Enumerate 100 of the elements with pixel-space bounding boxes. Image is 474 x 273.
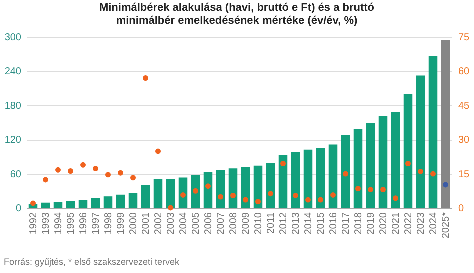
point — [168, 205, 174, 211]
point — [430, 171, 436, 177]
point — [93, 166, 98, 172]
point — [443, 182, 448, 188]
text: Forrás: gyűjtés, * első szakszervezeti tervek — [4, 257, 180, 267]
point — [143, 76, 148, 81]
y-tick-label: 240 — [4, 66, 22, 78]
y-tick-label: 60 — [10, 169, 22, 180]
x-tick-label: 2003 — [166, 212, 177, 235]
bar — [191, 176, 200, 208]
point — [80, 162, 86, 168]
point — [380, 187, 386, 192]
bar — [166, 180, 176, 208]
bar — [316, 148, 326, 208]
x-tick-label: 2007 — [216, 212, 227, 235]
y-tick-label: 0 — [16, 204, 22, 214]
bar — [141, 185, 150, 208]
x-tick-label: 2010 — [253, 212, 264, 235]
x-tick-label: 2008 — [228, 212, 240, 235]
point — [68, 168, 74, 174]
x-tick-label: 1997 — [90, 212, 102, 235]
y2-tick-label: 75 — [458, 32, 470, 44]
x-tick-label: 2020 — [378, 212, 390, 235]
bar — [428, 56, 438, 208]
y-tick-label: 300 — [4, 32, 22, 44]
bar — [154, 180, 163, 208]
x-tick-label: 2009 — [240, 212, 252, 235]
x-tick-label: 2014 — [303, 212, 314, 235]
x-tick-label: 2016 — [328, 212, 340, 235]
x-tick-label: 2015 — [316, 212, 327, 235]
bar — [291, 152, 300, 208]
x-tick-label: 2004 — [178, 212, 190, 235]
point — [293, 192, 298, 198]
x-tick-label: 2023 — [416, 212, 427, 235]
bar — [228, 168, 238, 208]
point — [118, 170, 124, 176]
point — [56, 167, 61, 173]
x-tick-label: 2012 — [278, 212, 290, 235]
point — [230, 192, 236, 198]
x-tick-label: 1994 — [53, 212, 64, 235]
x-tick-label: 2006 — [203, 212, 214, 235]
bar — [391, 112, 400, 208]
bar — [441, 40, 450, 208]
bar — [404, 94, 413, 208]
y2-tick-label: 30 — [458, 135, 470, 146]
point — [193, 188, 198, 194]
bar — [341, 135, 350, 208]
point — [30, 200, 36, 206]
x-tick-label: 2000 — [128, 212, 140, 235]
y2-tick-label: 15 — [458, 169, 470, 180]
point — [356, 186, 361, 192]
bar — [66, 201, 76, 208]
bar — [378, 116, 388, 208]
point — [418, 169, 424, 174]
bar — [278, 154, 288, 208]
bar — [54, 202, 63, 208]
x-tick-label: 1992 — [28, 212, 40, 235]
point — [393, 196, 398, 202]
bar — [78, 200, 88, 208]
point — [268, 191, 274, 197]
x-tick-label: 1999 — [116, 212, 127, 235]
bar — [41, 202, 50, 208]
x-tick-label: 1996 — [78, 212, 90, 235]
point — [330, 192, 336, 198]
x-tick-label: 2005 — [190, 212, 202, 235]
x-tick-label: 2002 — [153, 212, 164, 235]
bar — [354, 129, 363, 208]
point — [206, 184, 211, 190]
bar — [204, 172, 213, 208]
bar — [241, 166, 250, 208]
y-tick-label: 120 — [4, 135, 22, 146]
point — [130, 175, 136, 181]
x-tick-label: 2024 — [428, 212, 440, 235]
x-tick-label: 2019 — [366, 212, 377, 235]
point — [406, 161, 411, 166]
x-tick-label: 1995 — [66, 212, 77, 235]
chart-title: Minimálbérek alakulása (havi, bruttó e Ft) és a bruttó minimálbér emelkedésének mértéke (év/év, %) — [98, 2, 376, 29]
x-tick-label: 1998 — [103, 212, 114, 235]
x-tick-label: 2017 — [340, 212, 352, 235]
bar — [266, 164, 276, 208]
bar — [416, 76, 426, 208]
point — [306, 197, 311, 203]
bar — [254, 166, 263, 208]
bar — [104, 196, 113, 208]
x-tick-label: 2022 — [403, 212, 414, 235]
x-tick-label: 2025* — [440, 212, 452, 239]
point — [43, 177, 48, 183]
x-tick-label: 2011 — [266, 212, 277, 234]
y2-tick-label: 60 — [458, 66, 470, 78]
point — [343, 171, 348, 177]
point — [106, 172, 111, 178]
point — [156, 148, 161, 154]
x-tick-label: 2021 — [390, 212, 402, 235]
point — [180, 192, 186, 198]
bar — [128, 193, 138, 208]
bar — [304, 150, 313, 208]
point — [280, 161, 286, 166]
point — [218, 194, 224, 200]
point — [368, 187, 374, 192]
y-tick-label: 180 — [4, 100, 22, 112]
